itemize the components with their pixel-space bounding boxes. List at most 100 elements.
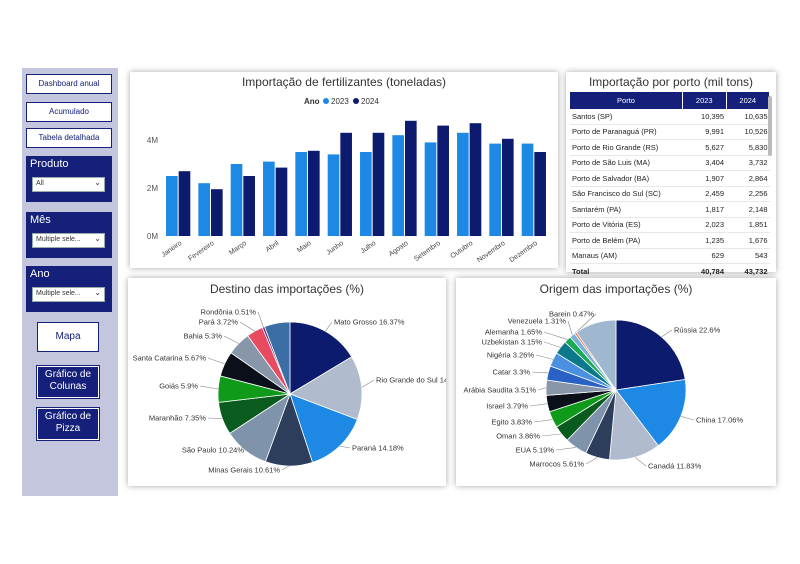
cell-value: 10,395: [682, 109, 726, 125]
bar-2023-Maio[interactable]: [295, 152, 307, 236]
bar-2023-Março[interactable]: [230, 164, 243, 236]
x-tick-label: Novembro: [476, 240, 507, 264]
cell-value: 9,991: [682, 124, 726, 140]
grafico-colunas-button[interactable]: Gráfico de Colunas: [36, 365, 100, 399]
bar-2024-Maio[interactable]: [308, 150, 320, 236]
col-header-2024[interactable]: 2024: [726, 92, 770, 109]
cell-value: 2,459: [682, 186, 726, 202]
pie-label: Rondônia 0.51%: [201, 308, 257, 317]
dashboard-anual-button[interactable]: Dashboard anual: [26, 74, 112, 94]
bar-2023-Dezembro[interactable]: [521, 143, 534, 236]
port-table-title: Importação por porto (mil tons): [588, 75, 754, 89]
bar-2024-Dezembro[interactable]: [534, 152, 546, 236]
col-header-porto[interactable]: Porto: [570, 92, 683, 109]
origem-pie-panel: Origem das importações (%) Rússia 22.6% C…: [456, 278, 776, 486]
table-row: Porto de Vitória (ES) 2,023 1,851: [570, 217, 770, 233]
table-row: Porto de Paranaguá (PR) 9,991 10,526: [570, 124, 770, 140]
y-tick-label: 4M: [147, 136, 158, 145]
bar-2023-Janeiro[interactable]: [166, 176, 178, 236]
pie-leader-line: [207, 357, 225, 365]
bar-2024-Janeiro[interactable]: [178, 171, 191, 236]
y-tick-label: 0M: [147, 232, 158, 241]
bar-2024-Novembro[interactable]: [502, 138, 514, 236]
pie-label: EUA 5.19%: [516, 446, 555, 455]
bar-2023-Abril[interactable]: [263, 161, 275, 236]
pie-slice[interactable]: [289, 393, 358, 463]
col-header-2023[interactable]: 2023: [682, 92, 727, 109]
produto-select[interactable]: All ⌄: [32, 177, 105, 192]
table-row: Manaus (AM) 629 543: [570, 248, 770, 264]
bar-2023-Fevereiro[interactable]: [198, 183, 210, 236]
pie-slice[interactable]: [615, 319, 686, 391]
destino-pie-title: Destino das importações (%): [209, 282, 365, 296]
pie-label: Pará 3.72%: [199, 318, 239, 327]
pie-leader-line: [585, 457, 598, 465]
pie-label: Maranhão 7.35%: [149, 414, 206, 423]
cell-porto: São Francisco do Sul (SC): [570, 186, 683, 202]
bar-chart-title: Importação de fertilizantes (toneladas): [241, 75, 447, 89]
bar-2024-Fevereiro[interactable]: [211, 189, 223, 236]
pie-leader-line: [661, 329, 673, 338]
pie-leader-line: [567, 320, 573, 336]
legend-entry-2023[interactable]: 2023: [331, 97, 349, 106]
cell-value: 629: [682, 248, 726, 264]
pie-leader-line: [257, 311, 264, 328]
pie-label: São Paulo 10.24%: [182, 446, 244, 455]
pie-slice[interactable]: [263, 321, 291, 395]
bar-2024-Março[interactable]: [243, 176, 255, 236]
bar-2024-Julho[interactable]: [372, 132, 385, 236]
acumulado-button[interactable]: Acumulado: [26, 102, 112, 122]
table-scrollbar[interactable]: [768, 96, 772, 156]
cell-porto: Manaus (AM): [570, 248, 683, 264]
chevron-down-icon: ⌄: [94, 288, 101, 297]
y-tick-label: 2M: [147, 184, 158, 193]
bar-2024-Abril[interactable]: [275, 167, 288, 236]
table-row: Porto de São Luis (MA) 3,404 3,732: [570, 155, 770, 171]
x-tick-label: Junho: [325, 240, 345, 257]
port-table-panel: Importação por porto (mil tons) Porto 20…: [566, 72, 776, 280]
pie-label: Uzbekistan 3.15%: [482, 338, 543, 347]
pie-slice[interactable]: [615, 379, 687, 447]
pie-leader-line: [531, 371, 549, 374]
pie-label: Santa Catarina 5.67%: [133, 354, 207, 363]
bar-2023-Junho[interactable]: [327, 154, 340, 236]
pie-label: China 17.06%: [696, 416, 743, 425]
cell-value: 5,830: [726, 139, 770, 156]
pie-slice[interactable]: [575, 319, 617, 392]
mapa-button[interactable]: Mapa: [37, 322, 99, 352]
x-tick-label: Março: [228, 240, 248, 257]
cell-porto: Porto de Vitória (ES): [570, 217, 683, 233]
ano-select[interactable]: Multiple sele... ⌄: [32, 287, 105, 302]
pie-label: Paraná 14.18%: [352, 444, 404, 453]
bar-2024-Setembro[interactable]: [437, 125, 449, 236]
tabela-detalhada-button[interactable]: Tabela detalhada: [26, 128, 112, 148]
cell-value: 1,676: [726, 232, 770, 249]
pie-label: Bahia 5.3%: [184, 332, 223, 341]
pie-label: Goiás 5.9%: [159, 382, 198, 391]
chevron-down-icon: ⌄: [94, 178, 101, 187]
legend-title: Ano: [304, 97, 320, 106]
x-tick-label: Janeiro: [160, 240, 183, 259]
pie-leader-line: [680, 416, 695, 421]
mes-select[interactable]: Multiple sele... ⌄: [32, 233, 105, 248]
bar-2024-Outubro[interactable]: [469, 123, 482, 236]
pie-leader-line: [529, 403, 548, 407]
bar-2023-Agosto[interactable]: [392, 135, 404, 236]
pie-leader-line: [325, 321, 333, 332]
pie-label: Oman 3.86%: [496, 432, 540, 441]
bar-2024-Junho[interactable]: [340, 132, 352, 236]
x-tick-label: Setembro: [413, 240, 442, 263]
legend-entry-2024[interactable]: 2024: [361, 97, 379, 106]
pie-leader-line: [537, 387, 547, 391]
grafico-pizza-button[interactable]: Gráfico de Pizza: [36, 407, 100, 441]
bar-2023-Setembro[interactable]: [424, 142, 437, 236]
ano-slicer: Ano Multiple sele... ⌄: [26, 266, 112, 312]
bar-2023-Novembro[interactable]: [489, 143, 501, 236]
bar-2023-Julho[interactable]: [360, 152, 372, 236]
produto-value: All: [36, 180, 44, 187]
bar-2024-Agosto[interactable]: [405, 120, 417, 236]
pie-label: Barein 0.47%: [549, 310, 594, 319]
cell-value: 543: [726, 248, 770, 264]
pie-slice[interactable]: [289, 321, 353, 395]
bar-2023-Outubro[interactable]: [457, 132, 469, 236]
